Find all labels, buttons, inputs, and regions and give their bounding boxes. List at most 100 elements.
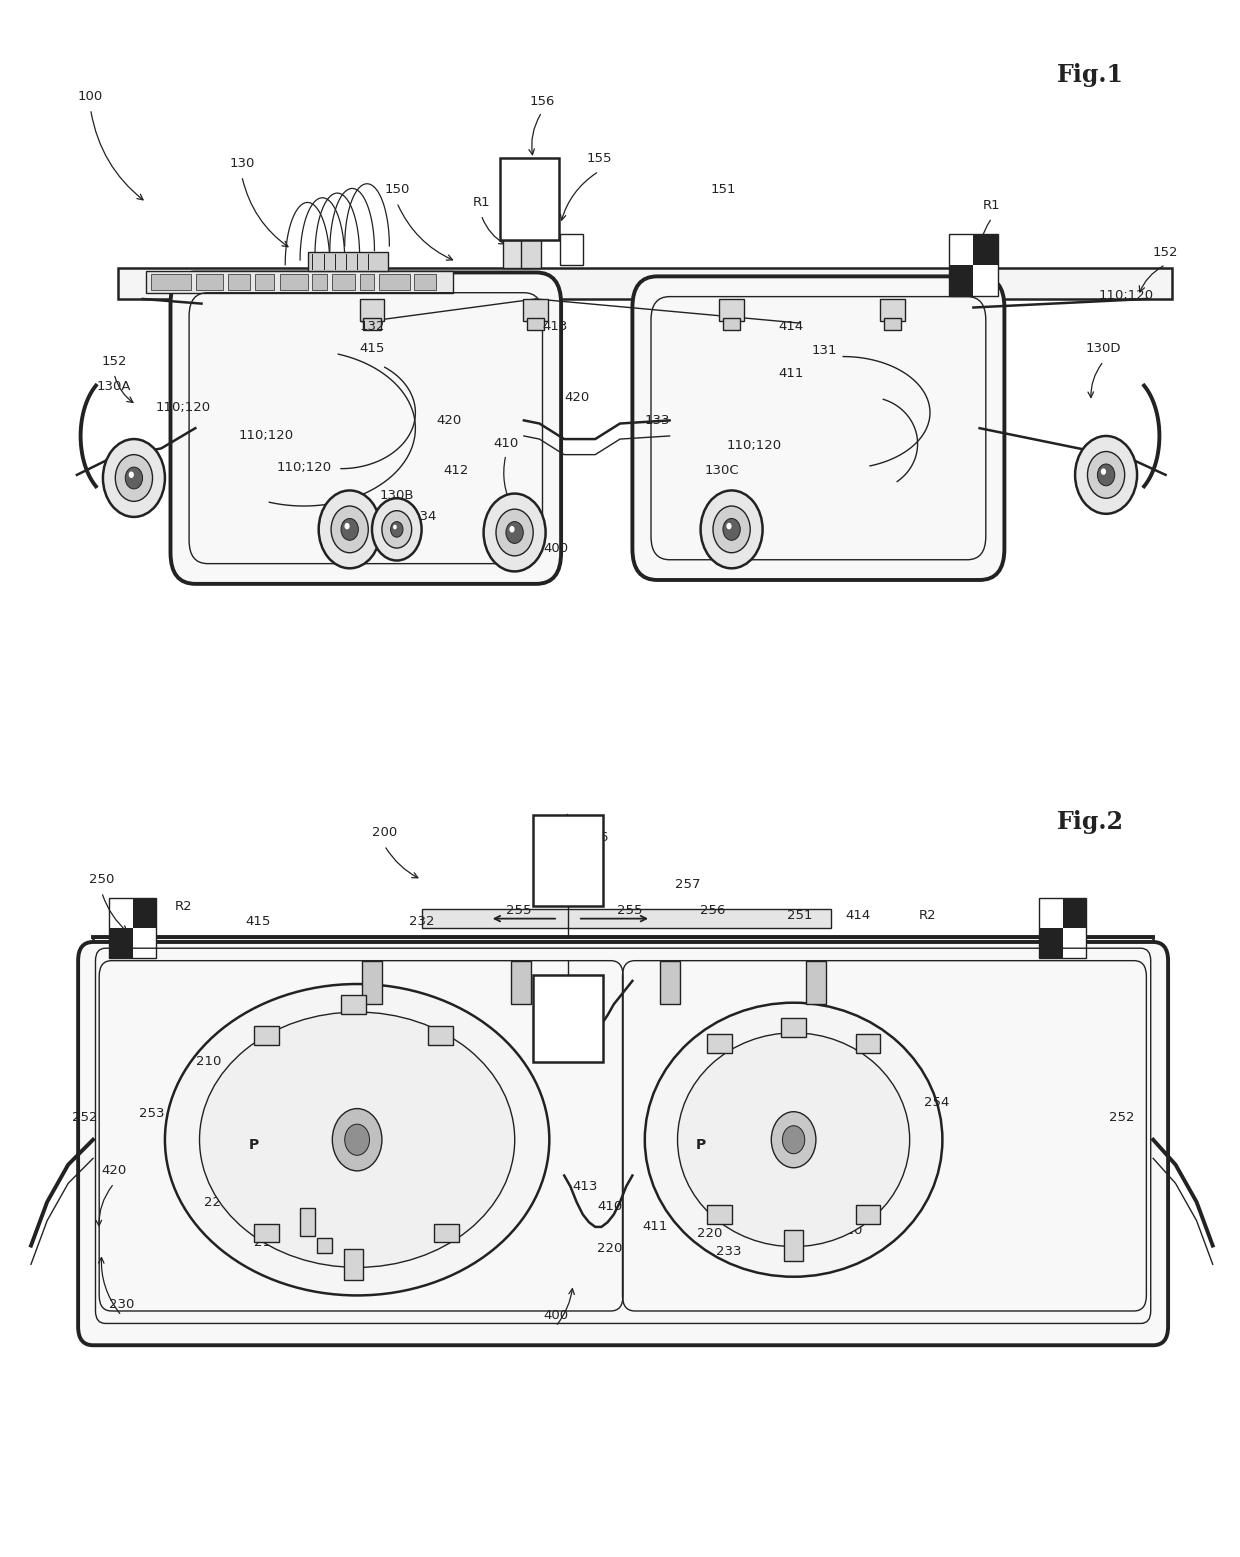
Text: 411: 411 (642, 1221, 667, 1233)
FancyBboxPatch shape (536, 1018, 568, 1059)
FancyBboxPatch shape (949, 234, 973, 265)
Text: 257: 257 (676, 878, 701, 891)
FancyBboxPatch shape (973, 234, 998, 265)
FancyBboxPatch shape (511, 961, 531, 1004)
Ellipse shape (712, 1065, 875, 1214)
Text: 210: 210 (312, 1076, 337, 1088)
FancyBboxPatch shape (146, 271, 453, 293)
FancyBboxPatch shape (949, 265, 973, 296)
FancyBboxPatch shape (568, 822, 600, 863)
FancyBboxPatch shape (506, 498, 526, 511)
Text: 210: 210 (310, 1247, 335, 1260)
Circle shape (506, 522, 523, 543)
Circle shape (345, 1124, 370, 1155)
FancyBboxPatch shape (536, 822, 568, 863)
Circle shape (496, 509, 533, 556)
FancyBboxPatch shape (707, 1034, 732, 1053)
FancyBboxPatch shape (856, 1205, 880, 1224)
Ellipse shape (273, 1071, 441, 1208)
Ellipse shape (742, 1091, 846, 1188)
FancyBboxPatch shape (118, 268, 1172, 299)
FancyBboxPatch shape (536, 978, 568, 1018)
FancyBboxPatch shape (254, 1026, 279, 1045)
FancyBboxPatch shape (884, 318, 901, 330)
Text: 256: 256 (583, 831, 608, 844)
FancyBboxPatch shape (502, 168, 529, 202)
Text: 412: 412 (444, 464, 469, 476)
Text: 130D: 130D (1086, 343, 1121, 355)
FancyBboxPatch shape (124, 483, 146, 490)
FancyBboxPatch shape (360, 274, 374, 290)
Circle shape (332, 1109, 382, 1171)
Text: Fig.2: Fig.2 (1056, 810, 1123, 835)
FancyBboxPatch shape (362, 961, 382, 1004)
FancyBboxPatch shape (880, 299, 905, 321)
Text: 410: 410 (494, 438, 518, 450)
FancyBboxPatch shape (973, 265, 998, 296)
Text: 415: 415 (246, 916, 270, 928)
Text: 110;120: 110;120 (727, 439, 781, 452)
Text: 233: 233 (717, 1246, 742, 1258)
FancyBboxPatch shape (312, 274, 327, 290)
Text: 131: 131 (812, 344, 837, 357)
Circle shape (1101, 469, 1106, 475)
Text: 420: 420 (102, 1165, 126, 1177)
FancyBboxPatch shape (568, 1018, 600, 1059)
Circle shape (510, 526, 515, 532)
FancyBboxPatch shape (856, 1034, 880, 1053)
FancyBboxPatch shape (255, 274, 274, 290)
FancyBboxPatch shape (254, 1224, 279, 1242)
Ellipse shape (165, 984, 549, 1295)
Text: 155: 155 (587, 153, 611, 165)
FancyBboxPatch shape (536, 863, 568, 903)
Text: 133: 133 (645, 414, 670, 427)
Circle shape (382, 511, 412, 548)
FancyBboxPatch shape (529, 202, 557, 237)
Text: 220: 220 (697, 1227, 722, 1239)
FancyBboxPatch shape (379, 274, 410, 290)
Circle shape (319, 490, 381, 568)
FancyBboxPatch shape (109, 928, 133, 958)
Text: 254: 254 (924, 1096, 949, 1109)
Text: 110;120: 110;120 (156, 402, 211, 414)
FancyBboxPatch shape (533, 975, 603, 1062)
Text: 152: 152 (102, 355, 126, 367)
Text: 210: 210 (779, 1056, 804, 1068)
FancyBboxPatch shape (343, 1249, 362, 1280)
Text: P: P (249, 1138, 259, 1152)
Text: 414: 414 (846, 909, 870, 922)
Text: 252: 252 (1110, 1112, 1135, 1124)
FancyBboxPatch shape (502, 202, 529, 237)
Text: 220: 220 (205, 1196, 229, 1208)
Text: 130: 130 (229, 157, 254, 170)
Circle shape (723, 518, 740, 540)
Text: 232: 232 (409, 916, 434, 928)
Text: Fig.1: Fig.1 (1056, 62, 1123, 87)
FancyBboxPatch shape (151, 274, 191, 290)
Text: 134: 134 (412, 511, 436, 523)
Text: R2: R2 (175, 900, 192, 912)
Circle shape (391, 522, 403, 537)
FancyBboxPatch shape (523, 299, 548, 321)
Text: P: P (696, 1138, 706, 1152)
Text: 400: 400 (543, 542, 568, 554)
FancyBboxPatch shape (500, 157, 559, 240)
FancyBboxPatch shape (341, 995, 366, 1014)
Text: 110;120: 110;120 (1099, 290, 1153, 302)
Circle shape (372, 498, 422, 561)
Text: 412: 412 (295, 1227, 320, 1239)
FancyBboxPatch shape (93, 937, 1153, 961)
Ellipse shape (200, 1012, 515, 1267)
Text: 251: 251 (787, 909, 812, 922)
Text: 255: 255 (506, 905, 531, 917)
Ellipse shape (238, 1043, 476, 1236)
FancyBboxPatch shape (422, 909, 831, 928)
FancyBboxPatch shape (707, 1205, 732, 1224)
FancyBboxPatch shape (170, 272, 560, 584)
Ellipse shape (304, 1096, 410, 1183)
Circle shape (771, 1112, 816, 1168)
Text: 110;120: 110;120 (239, 430, 294, 442)
Circle shape (701, 490, 763, 568)
Text: 410: 410 (598, 1200, 622, 1213)
Circle shape (331, 506, 368, 553)
